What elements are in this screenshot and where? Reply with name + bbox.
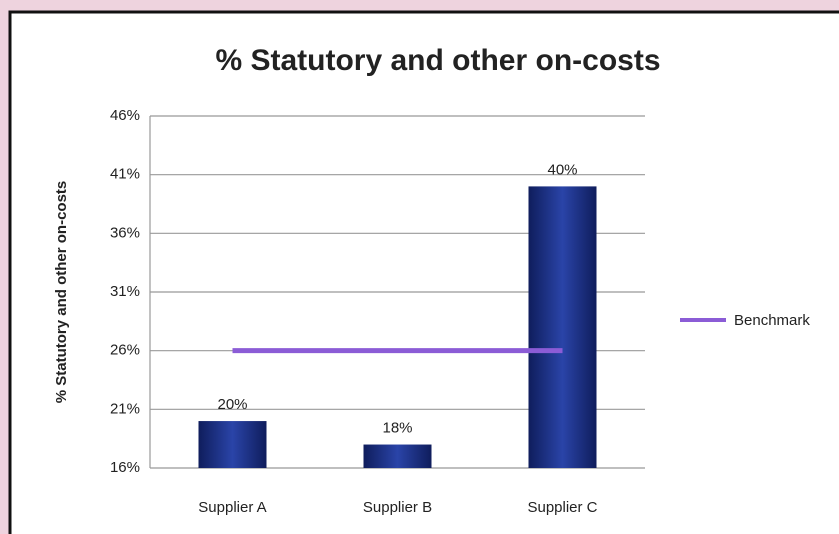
bar bbox=[198, 421, 267, 468]
y-tick-label: 31% bbox=[110, 283, 140, 300]
legend-label: Benchmark bbox=[734, 312, 810, 329]
y-tick-label: 21% bbox=[110, 400, 140, 417]
x-tick-label: Supplier A bbox=[198, 499, 266, 516]
x-tick-label: Supplier C bbox=[527, 499, 597, 516]
data-label: 18% bbox=[382, 420, 412, 437]
bar bbox=[528, 186, 597, 468]
y-tick-label: 41% bbox=[110, 166, 140, 183]
y-tick-label: 26% bbox=[110, 342, 140, 359]
bar bbox=[363, 444, 432, 468]
data-label: 20% bbox=[217, 396, 247, 413]
y-tick-label: 46% bbox=[110, 107, 140, 124]
data-label: 40% bbox=[547, 161, 577, 178]
y-tick-label: 16% bbox=[110, 459, 140, 476]
y-axis-label: % Statutory and other on-costs bbox=[53, 181, 70, 404]
y-tick-label: 36% bbox=[110, 224, 140, 241]
chart-title: % Statutory and other on-costs bbox=[215, 44, 660, 77]
x-tick-label: Supplier B bbox=[363, 499, 432, 516]
